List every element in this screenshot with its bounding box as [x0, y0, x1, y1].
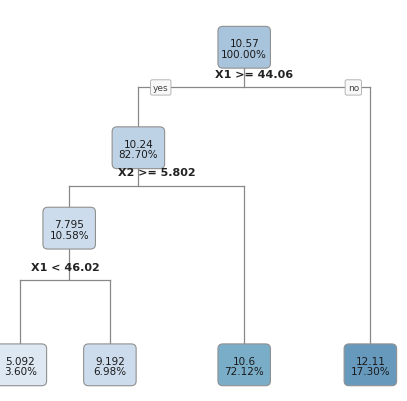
- FancyBboxPatch shape: [43, 208, 96, 249]
- FancyBboxPatch shape: [344, 344, 396, 386]
- FancyBboxPatch shape: [0, 344, 46, 386]
- FancyBboxPatch shape: [345, 81, 361, 96]
- Text: 6.98%: 6.98%: [93, 367, 127, 376]
- Text: 12.11: 12.11: [355, 356, 385, 366]
- Text: 10.57: 10.57: [229, 39, 259, 49]
- FancyBboxPatch shape: [151, 81, 171, 96]
- FancyBboxPatch shape: [218, 344, 270, 386]
- Text: 9.192: 9.192: [95, 356, 125, 366]
- Text: 10.6: 10.6: [233, 356, 256, 366]
- Text: 100.00%: 100.00%: [221, 50, 267, 59]
- Text: 3.60%: 3.60%: [4, 367, 37, 376]
- Text: 17.30%: 17.30%: [350, 367, 390, 376]
- Text: yes: yes: [153, 84, 168, 93]
- Text: 7.795: 7.795: [54, 219, 84, 229]
- Text: X1 < 46.02: X1 < 46.02: [31, 262, 99, 272]
- FancyBboxPatch shape: [84, 344, 136, 386]
- Text: no: no: [348, 84, 359, 93]
- Text: 82.70%: 82.70%: [118, 150, 158, 160]
- Text: 10.24: 10.24: [123, 139, 153, 149]
- FancyBboxPatch shape: [112, 128, 164, 169]
- Text: 72.12%: 72.12%: [224, 367, 264, 376]
- Text: 5.092: 5.092: [5, 356, 35, 366]
- FancyBboxPatch shape: [218, 27, 270, 69]
- Text: X1 >= 44.06: X1 >= 44.06: [215, 69, 293, 79]
- Text: X2 >= 5.802: X2 >= 5.802: [118, 168, 195, 178]
- Text: 10.58%: 10.58%: [49, 230, 89, 240]
